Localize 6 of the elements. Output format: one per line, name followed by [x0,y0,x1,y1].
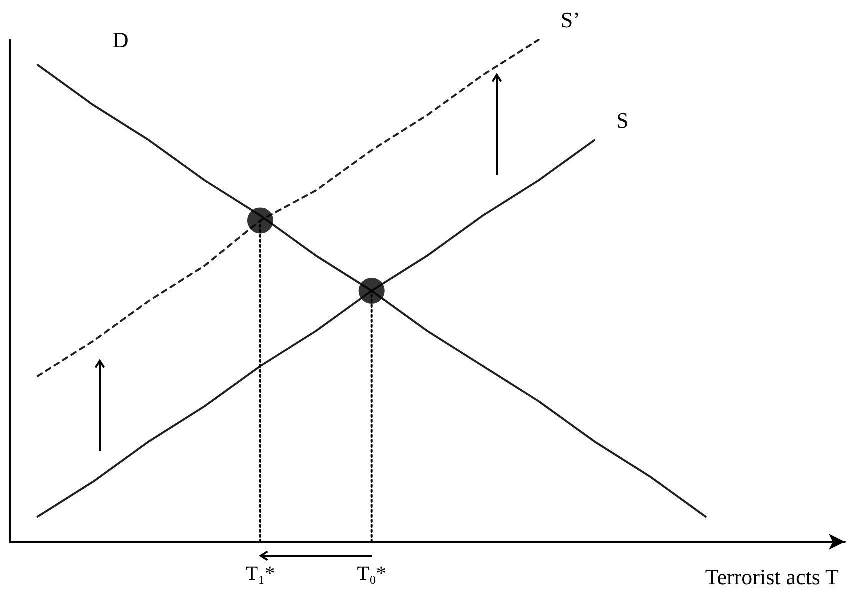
series-label: S’ [560,8,580,32]
text: D [112,28,129,53]
series-label: S [616,108,629,133]
x-tick-label: T₀* [357,563,386,585]
x-tick-label: T₁* [246,563,276,585]
x-axis-title: Terrorist acts T [705,564,840,590]
